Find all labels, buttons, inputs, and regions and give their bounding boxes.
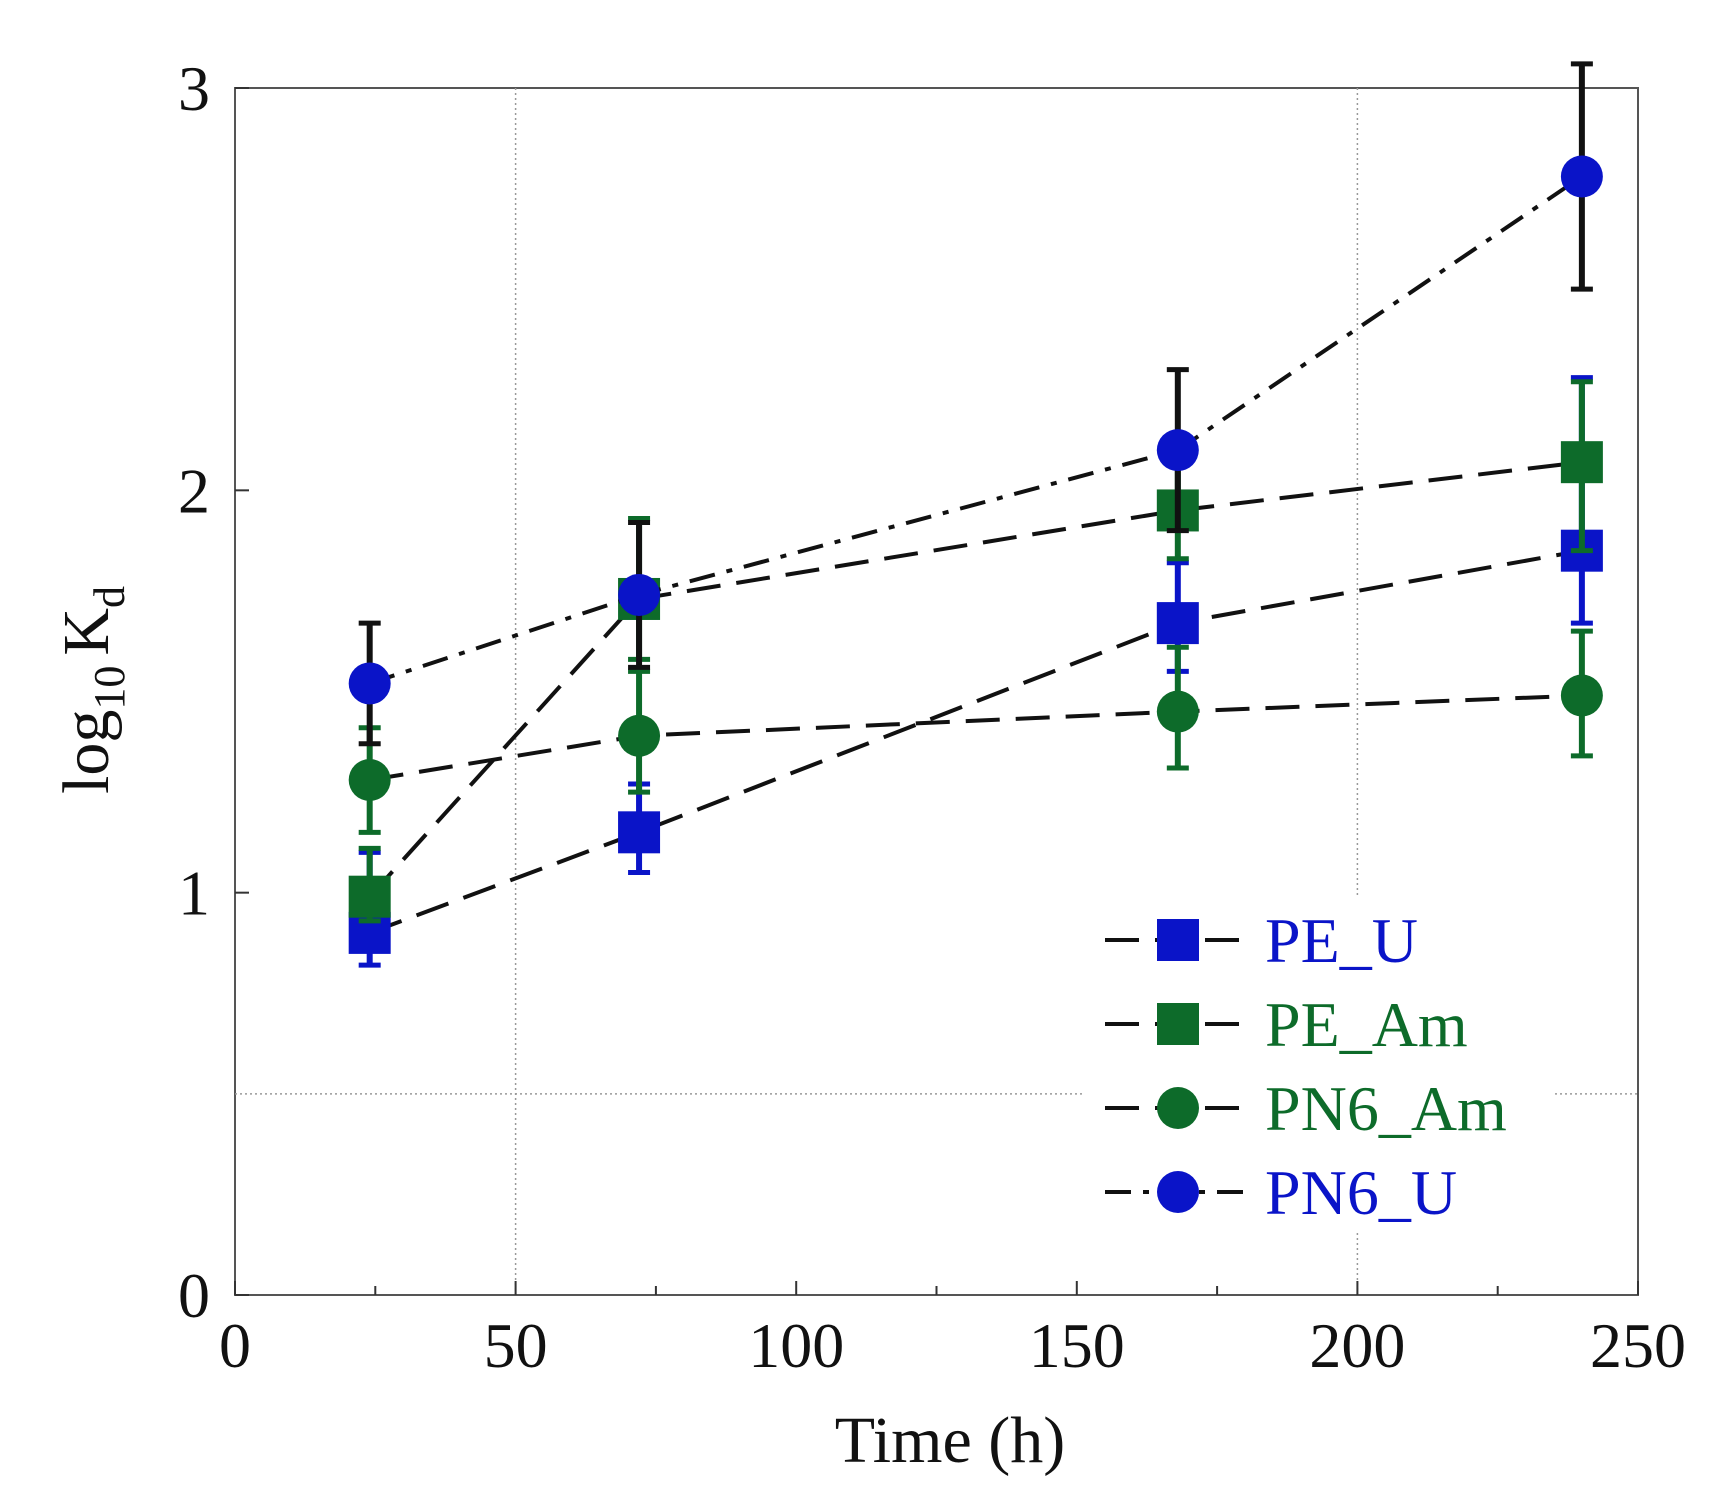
legend-marker [1157,1171,1199,1213]
data-point [348,875,391,918]
data-point [1156,429,1199,472]
y-axis-title-main: log [50,710,123,794]
legend-marker [1157,919,1199,961]
x-axis-title: Time (h) [835,1404,1065,1477]
data-point [348,662,391,705]
y-tick-label: 0 [178,1260,210,1331]
series-line [368,460,1583,899]
series-pn6-am [348,628,1603,835]
y-tick-label: 2 [178,455,210,526]
series-line [368,548,1583,935]
series-pn6-u [348,61,1603,747]
svg-text:log10Kd: log10 Kd [50,586,134,794]
legend-label: PE_Am [1265,989,1468,1060]
legend-marker [1157,1003,1199,1045]
x-tick-label: 250 [1590,1310,1686,1381]
data-point [1156,690,1199,733]
legend-label: PE_U [1265,905,1418,976]
axis-ticks: 0 50 100 150 200 250 0 1 2 3 [178,53,1686,1381]
legend-item-pn6-u: PN6_U [1105,1157,1457,1228]
x-tick-label: 100 [748,1310,844,1381]
legend-item-pn6-am: PN6_Am [1105,1073,1507,1144]
legend-item-pe-u: PE_U [1105,905,1418,976]
data-point [618,714,661,757]
x-tick-label: 200 [1309,1310,1405,1381]
legend: PE_U PE_Am PN6_Am PN6_U [1085,895,1555,1230]
y-axis-title-var: K [50,608,123,656]
data-point [1560,674,1603,717]
legend-marker [1157,1087,1199,1129]
series-line [369,693,1582,782]
data-point [1156,602,1199,645]
data-point [1560,441,1603,484]
x-tick-label: 150 [1029,1310,1125,1381]
data-point [618,811,661,854]
y-tick-label: 1 [178,858,210,929]
y-axis-title-var-sub: d [85,586,134,608]
legend-label: PN6_Am [1265,1073,1507,1144]
data-point [618,573,661,616]
series-line [369,174,1584,686]
series-layer [348,61,1603,968]
x-tick-label: 50 [484,1310,548,1381]
legend-item-pe-am: PE_Am [1105,989,1468,1060]
y-axis-title: log10 Kd [50,586,134,794]
y-axis-title-sub: 10 [85,666,134,710]
legend-label: PN6_U [1265,1157,1457,1228]
x-tick-label: 0 [219,1310,251,1381]
data-point [1560,155,1603,198]
y-tick-label: 3 [178,53,210,124]
data-point [348,759,391,802]
